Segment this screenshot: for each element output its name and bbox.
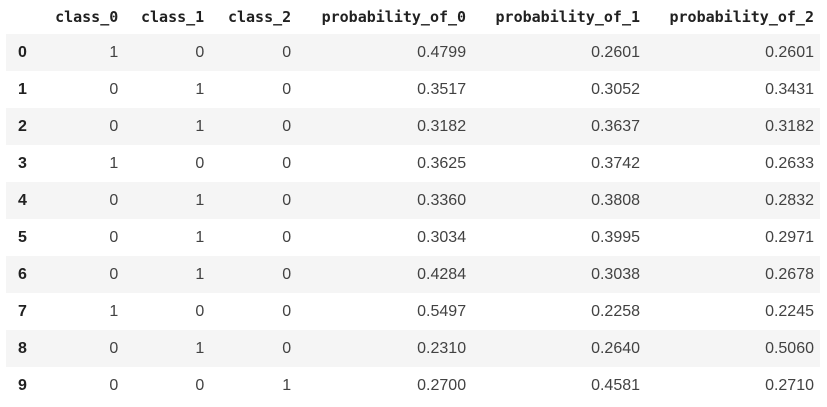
cell-probability-of-0: 0.3182 xyxy=(417,117,467,135)
cell-probability-of-2: 0.3182 xyxy=(765,117,814,135)
column-header-probability-of-2: probability_of_2 xyxy=(669,8,815,26)
cell-probability-of-1: 0.3995 xyxy=(591,228,641,246)
row-index: 5 xyxy=(18,228,27,246)
cell-class-0: 1 xyxy=(109,302,119,320)
cell-probability-of-0: 0.3360 xyxy=(417,191,467,209)
cell-class-2: 0 xyxy=(282,339,292,357)
table-row: 9 0 0 1 0.2700 0.4581 0.2710 xyxy=(6,367,820,404)
cell-class-0: 0 xyxy=(109,265,119,283)
cell-class-0: 0 xyxy=(109,228,119,246)
cell-probability-of-0: 0.3517 xyxy=(417,80,467,98)
cell-probability-of-2: 0.5060 xyxy=(765,339,814,357)
cell-class-2: 0 xyxy=(282,228,292,246)
cell-class-2: 0 xyxy=(282,43,292,61)
row-index: 0 xyxy=(18,43,27,61)
table-row: 1 0 1 0 0.3517 0.3052 0.3431 xyxy=(6,71,820,108)
cell-probability-of-1: 0.3808 xyxy=(591,191,641,209)
cell-probability-of-1: 0.2601 xyxy=(591,43,641,61)
cell-class-0: 0 xyxy=(109,80,119,98)
column-header-class-2: class_2 xyxy=(227,8,292,26)
row-index: 8 xyxy=(18,339,27,357)
column-header-probability-of-0: probability_of_0 xyxy=(321,8,467,26)
table-row: 4 0 1 0 0.3360 0.3808 0.2832 xyxy=(6,182,820,219)
cell-probability-of-0: 0.4799 xyxy=(417,43,467,61)
cell-class-0: 0 xyxy=(109,117,119,135)
cell-class-0: 1 xyxy=(109,43,119,61)
cell-probability-of-0: 0.5497 xyxy=(417,302,467,320)
cell-probability-of-2: 0.3431 xyxy=(765,80,814,98)
cell-class-1: 0 xyxy=(195,154,205,172)
cell-probability-of-2: 0.2678 xyxy=(765,265,814,283)
table-row: 3 1 0 0 0.3625 0.3742 0.2633 xyxy=(6,145,820,182)
cell-probability-of-2: 0.2832 xyxy=(765,191,814,209)
cell-probability-of-1: 0.3038 xyxy=(591,265,641,283)
table-row: 7 1 0 0 0.5497 0.2258 0.2245 xyxy=(6,293,820,330)
header-row: class_0 class_1 class_2 probability_of_0… xyxy=(6,0,820,34)
row-index: 7 xyxy=(18,302,27,320)
index-header xyxy=(6,0,38,34)
cell-probability-of-1: 0.3637 xyxy=(591,117,641,135)
cell-class-2: 0 xyxy=(282,154,292,172)
cell-probability-of-0: 0.3034 xyxy=(417,228,467,246)
row-index: 9 xyxy=(18,376,27,394)
cell-class-0: 0 xyxy=(109,191,119,209)
cell-probability-of-0: 0.3625 xyxy=(417,154,467,172)
dataframe-table: class_0 class_1 class_2 probability_of_0… xyxy=(6,0,820,404)
table-row: 6 0 1 0 0.4284 0.3038 0.2678 xyxy=(6,256,820,293)
cell-class-0: 1 xyxy=(109,154,119,172)
cell-class-2: 0 xyxy=(282,302,292,320)
cell-class-2: 0 xyxy=(282,80,292,98)
cell-probability-of-2: 0.2601 xyxy=(765,43,814,61)
cell-class-0: 0 xyxy=(109,376,119,394)
cell-probability-of-1: 0.3052 xyxy=(591,80,641,98)
cell-probability-of-1: 0.3742 xyxy=(591,154,641,172)
cell-class-2: 0 xyxy=(282,191,292,209)
table-row: 0 1 0 0 0.4799 0.2601 0.2601 xyxy=(6,34,820,71)
cell-class-1: 0 xyxy=(195,376,205,394)
table-body: 0 1 0 0 0.4799 0.2601 0.2601 1 0 1 0 0.3517 0.3052 0.… xyxy=(6,34,820,404)
cell-probability-of-0: 0.2310 xyxy=(417,339,467,357)
cell-probability-of-0: 0.4284 xyxy=(417,265,467,283)
cell-probability-of-2: 0.2633 xyxy=(765,154,814,172)
cell-class-1: 0 xyxy=(195,43,205,61)
cell-class-1: 0 xyxy=(195,302,205,320)
cell-probability-of-0: 0.2700 xyxy=(417,376,467,394)
cell-class-2: 0 xyxy=(282,265,292,283)
row-index: 6 xyxy=(18,265,27,283)
cell-class-1: 1 xyxy=(195,191,205,209)
cell-class-1: 1 xyxy=(195,117,205,135)
cell-class-0: 0 xyxy=(109,339,119,357)
cell-probability-of-2: 0.2710 xyxy=(765,376,814,394)
cell-class-1: 1 xyxy=(195,265,205,283)
cell-class-2: 1 xyxy=(282,376,292,394)
cell-probability-of-1: 0.2258 xyxy=(591,302,641,320)
row-index: 3 xyxy=(18,154,27,172)
cell-probability-of-1: 0.4581 xyxy=(591,376,641,394)
cell-probability-of-2: 0.2971 xyxy=(765,228,814,246)
column-header-probability-of-1: probability_of_1 xyxy=(495,8,641,26)
cell-class-2: 0 xyxy=(282,117,292,135)
table-row: 8 0 1 0 0.2310 0.2640 0.5060 xyxy=(6,330,820,367)
row-index: 2 xyxy=(18,117,27,135)
cell-class-1: 1 xyxy=(195,80,205,98)
column-header-class-1: class_1 xyxy=(141,8,205,26)
cell-probability-of-1: 0.2640 xyxy=(591,339,641,357)
row-index: 4 xyxy=(18,191,27,209)
column-header-class-0: class_0 xyxy=(55,8,119,26)
table-header: class_0 class_1 class_2 probability_of_0… xyxy=(6,0,820,34)
cell-class-1: 1 xyxy=(195,339,205,357)
cell-probability-of-2: 0.2245 xyxy=(765,302,814,320)
cell-class-1: 1 xyxy=(195,228,205,246)
table-row: 2 0 1 0 0.3182 0.3637 0.3182 xyxy=(6,108,820,145)
table-row: 5 0 1 0 0.3034 0.3995 0.2971 xyxy=(6,219,820,256)
row-index: 1 xyxy=(18,80,27,98)
